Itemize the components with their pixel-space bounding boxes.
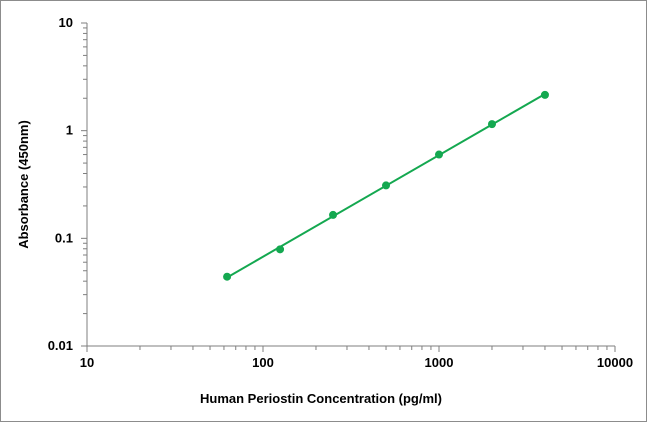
x-tick-label: 1000 [425, 355, 454, 370]
x-tick-label: 100 [252, 355, 274, 370]
data-point [540, 90, 549, 99]
x-tick-label: 10 [80, 355, 94, 370]
data-point [223, 272, 232, 281]
tick-labels: 10 100 1000 10000 10 1 0.1 0.01 [48, 15, 633, 370]
data-point [487, 120, 496, 129]
ticks [81, 22, 616, 352]
data-point [329, 210, 338, 219]
series [223, 90, 549, 281]
data-point [382, 181, 391, 190]
x-tick-label: 10000 [597, 355, 633, 370]
axes [86, 23, 615, 347]
y-tick-label: 0.1 [55, 230, 73, 245]
y-tick-label: 1 [66, 123, 73, 138]
data-point [276, 245, 285, 254]
x-axis-title: Human Periostin Concentration (pg/ml) [200, 391, 442, 406]
y-tick-label: 10 [59, 15, 73, 30]
y-tick-label: 0.01 [48, 338, 73, 353]
y-axis-title: Absorbance (450nm) [16, 120, 31, 249]
data-point [435, 150, 443, 159]
